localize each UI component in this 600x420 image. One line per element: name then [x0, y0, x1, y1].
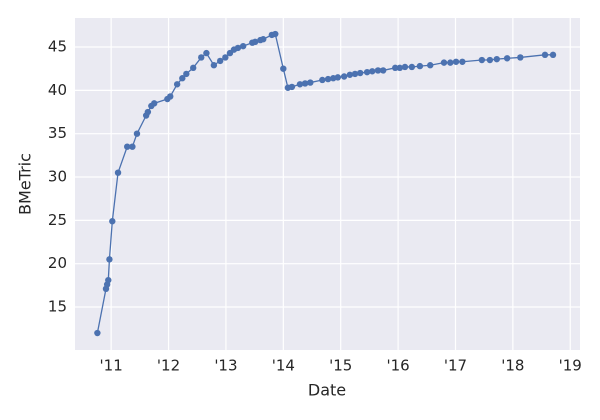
- point: [296, 81, 304, 88]
- y-tick-label: 35: [48, 124, 67, 142]
- point: [369, 68, 376, 75]
- point: [363, 68, 371, 76]
- point: [447, 59, 454, 66]
- point: [210, 62, 218, 69]
- point: [190, 64, 197, 72]
- x-tick-label: '18: [501, 357, 524, 375]
- x-tick-label: '12: [157, 357, 180, 375]
- point: [351, 70, 359, 78]
- point: [392, 64, 399, 72]
- point: [452, 58, 460, 65]
- point: [340, 73, 348, 80]
- x-tick-label: '13: [214, 357, 237, 375]
- point: [427, 62, 434, 69]
- point: [493, 55, 500, 63]
- y-tick-label: 45: [48, 38, 67, 56]
- point: [334, 74, 342, 81]
- point: [216, 57, 224, 65]
- point: [94, 329, 101, 337]
- y-tick-label: 30: [48, 168, 67, 186]
- point: [183, 70, 190, 78]
- point: [124, 143, 131, 150]
- point: [324, 75, 332, 83]
- point: [503, 55, 511, 62]
- point: [203, 49, 210, 57]
- x-tick-label: '19: [559, 357, 582, 375]
- point: [106, 256, 113, 263]
- point: [288, 83, 296, 91]
- point: [114, 169, 122, 176]
- point: [105, 276, 112, 284]
- point: [222, 54, 229, 61]
- plot-area: [75, 18, 580, 350]
- point: [517, 54, 524, 61]
- point: [239, 42, 247, 50]
- y-tick-label: 25: [48, 211, 67, 229]
- point: [133, 130, 141, 137]
- point: [301, 80, 309, 87]
- grid: [75, 18, 580, 350]
- point: [260, 36, 267, 43]
- point: [541, 51, 549, 59]
- point: [486, 56, 494, 64]
- marks: [94, 30, 557, 337]
- point: [396, 64, 404, 72]
- point: [150, 100, 158, 107]
- point: [129, 143, 136, 150]
- point: [374, 67, 382, 74]
- x-tick-label: '11: [100, 357, 123, 375]
- point: [408, 63, 416, 71]
- x-tick-label: '14: [272, 357, 295, 375]
- point: [459, 58, 466, 65]
- y-tick-label: 15: [48, 298, 67, 316]
- x-tick-label: '15: [329, 357, 352, 375]
- point: [173, 81, 181, 88]
- point: [198, 54, 205, 61]
- point: [549, 51, 557, 59]
- x-tick-label: '16: [386, 357, 409, 375]
- x-axis-label: Date: [308, 381, 346, 400]
- point: [379, 67, 387, 74]
- point: [234, 44, 242, 52]
- point: [280, 65, 287, 72]
- point: [109, 218, 116, 225]
- point: [144, 108, 152, 116]
- x-tick-label: '17: [444, 357, 467, 375]
- point: [357, 69, 364, 77]
- point: [416, 62, 424, 70]
- point: [346, 71, 354, 78]
- y-tick-label: 40: [48, 81, 67, 99]
- y-axis-label: BMeTric: [16, 153, 35, 215]
- point: [179, 75, 186, 82]
- point: [319, 76, 326, 84]
- point: [167, 93, 174, 100]
- point: [307, 79, 314, 86]
- point: [478, 56, 486, 64]
- point: [251, 38, 259, 46]
- point: [401, 63, 409, 71]
- point: [272, 30, 279, 38]
- line: [96, 33, 554, 334]
- y-tick-label: 20: [48, 254, 67, 272]
- point: [440, 59, 448, 66]
